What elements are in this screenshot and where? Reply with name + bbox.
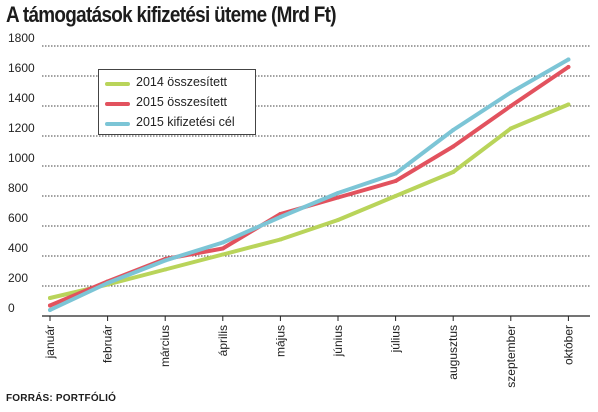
data-point — [220, 252, 225, 257]
legend-swatch-target — [105, 122, 130, 126]
data-point — [48, 303, 52, 308]
data-point — [105, 281, 110, 285]
series-line-0 — [48, 102, 571, 300]
legend-item-2015: 2015 összesített — [105, 94, 255, 112]
x-tick-label: április — [216, 325, 230, 356]
data-point — [220, 246, 225, 251]
data-point — [336, 195, 340, 200]
legend-swatch-2014 — [105, 82, 130, 86]
data-point — [278, 237, 283, 242]
data-point — [451, 170, 456, 174]
legend: 2014 összesített 2015 összesített 2015 k… — [98, 69, 256, 135]
x-tick-label: október — [561, 325, 575, 365]
series-lines — [48, 57, 571, 312]
legend-item-2014: 2014 összesített — [105, 74, 255, 92]
y-tick-label: 400 — [8, 241, 28, 255]
data-point — [508, 104, 513, 108]
data-point — [163, 258, 168, 263]
data-point — [451, 128, 456, 132]
y-tick-label: 800 — [8, 181, 28, 195]
source-note: FORRÁS: PORTFÓLIÓ — [6, 393, 117, 404]
y-tick-label: 1800 — [8, 31, 35, 45]
data-point — [451, 144, 456, 149]
y-tick-label: 1000 — [8, 151, 35, 165]
x-tick-label: március — [158, 325, 172, 367]
x-tick-label: július — [389, 325, 403, 353]
y-tick-label: 1200 — [8, 121, 35, 135]
data-point — [393, 179, 398, 183]
x-tick-label: január — [43, 325, 57, 359]
y-tick-label: 1600 — [8, 61, 35, 75]
legend-label-2015: 2015 összesített — [136, 95, 228, 109]
legend-item-target: 2015 kifizetési cél — [105, 114, 255, 132]
x-tick-label: május — [273, 325, 287, 357]
legend-label-target: 2015 kifizetési cél — [136, 115, 235, 129]
data-point — [48, 296, 52, 300]
data-point — [508, 90, 513, 95]
legend-swatch-2015 — [105, 102, 130, 106]
y-tick-label: 0 — [8, 301, 15, 315]
data-point — [336, 191, 340, 195]
x-tick-label: február — [101, 325, 115, 363]
series-line-2 — [48, 57, 571, 312]
y-tick-label: 200 — [8, 271, 28, 285]
data-point — [336, 218, 340, 222]
data-point — [566, 57, 571, 62]
data-point — [393, 171, 398, 176]
x-tick-label: június — [331, 325, 345, 357]
chart-title: A támogatások kifizetési üteme (Mrd Ft) — [6, 2, 337, 27]
y-axis-tick-labels: 0 200 400 600 800 1000 1200 1400 1600 1800 — [8, 31, 35, 315]
data-point — [220, 240, 225, 245]
data-point — [278, 215, 283, 219]
y-tick-label: 600 — [8, 211, 28, 225]
x-tick-label: szeptember — [504, 325, 518, 388]
data-point — [48, 308, 52, 312]
data-point — [566, 65, 571, 69]
data-point — [566, 102, 571, 107]
x-tick-label: augusztus — [446, 325, 460, 380]
data-point — [393, 194, 398, 198]
legend-label-2014: 2014 összesített — [136, 75, 228, 89]
data-point — [508, 126, 513, 131]
x-axis: január február március április május június jú… — [42, 315, 590, 388]
data-point — [163, 267, 168, 272]
y-tick-label: 1400 — [8, 91, 35, 105]
